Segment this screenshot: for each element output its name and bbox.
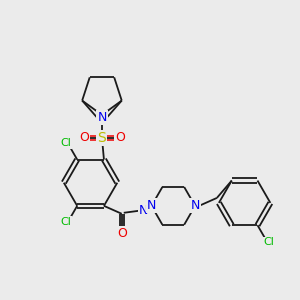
Text: O: O — [115, 131, 125, 144]
Text: S: S — [98, 131, 106, 145]
Text: O: O — [117, 227, 127, 240]
Text: N: N — [97, 111, 106, 124]
Text: N: N — [190, 200, 200, 212]
Text: N: N — [139, 204, 148, 217]
Text: Cl: Cl — [60, 138, 71, 148]
Text: N: N — [147, 200, 156, 212]
Text: O: O — [79, 131, 89, 144]
Text: Cl: Cl — [263, 238, 274, 248]
Text: Cl: Cl — [60, 217, 71, 227]
